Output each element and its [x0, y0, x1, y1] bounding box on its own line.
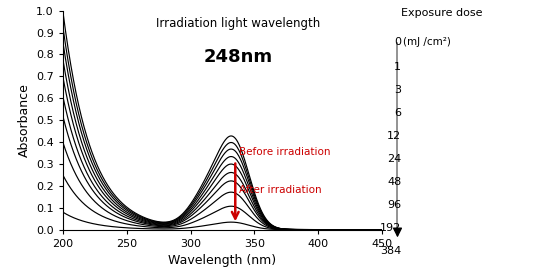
Y-axis label: Absorbance: Absorbance: [17, 83, 31, 157]
Text: 12: 12: [387, 131, 401, 141]
Text: 1: 1: [394, 62, 401, 72]
Text: Irradiation light wavelength: Irradiation light wavelength: [156, 17, 321, 30]
Text: 0: 0: [394, 37, 401, 47]
Text: Exposure dose: Exposure dose: [401, 8, 483, 18]
Text: 3: 3: [394, 85, 401, 95]
Text: 192: 192: [380, 223, 401, 233]
Text: 384: 384: [380, 246, 401, 256]
Text: After irradiation: After irradiation: [239, 184, 322, 195]
Text: 48: 48: [387, 177, 401, 187]
X-axis label: Wavelength (nm): Wavelength (nm): [168, 254, 277, 267]
Text: 96: 96: [387, 200, 401, 210]
Text: 24: 24: [387, 154, 401, 164]
Text: (mJ /cm²): (mJ /cm²): [403, 37, 451, 47]
Text: 6: 6: [394, 108, 401, 118]
Text: 248nm: 248nm: [204, 48, 273, 66]
Text: Before irradiation: Before irradiation: [239, 147, 331, 157]
